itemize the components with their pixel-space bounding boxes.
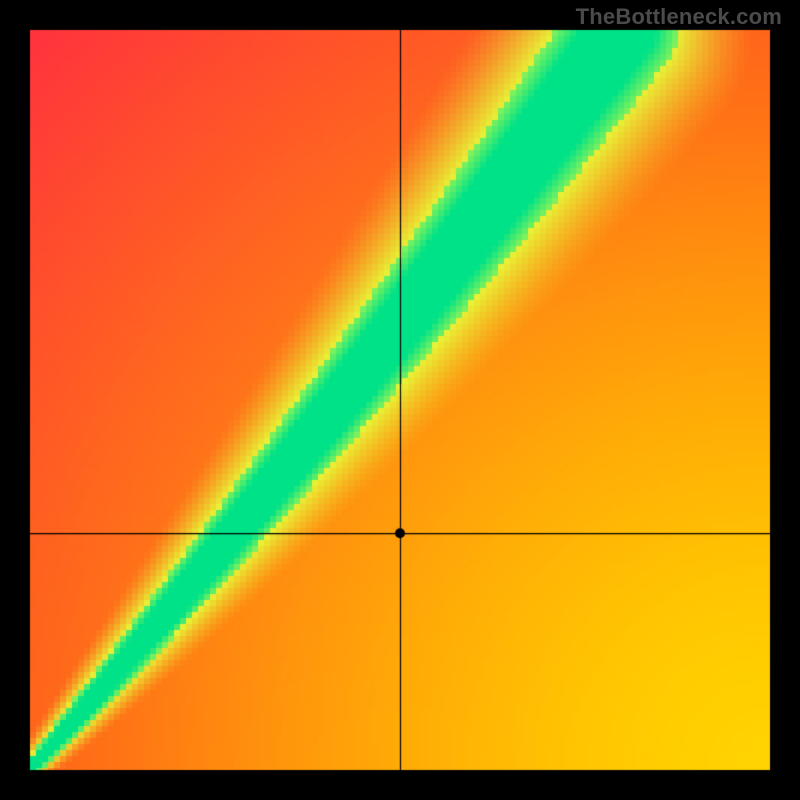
watermark-text: TheBottleneck.com (576, 4, 782, 30)
bottleneck-heatmap (0, 0, 800, 800)
chart-container: TheBottleneck.com (0, 0, 800, 800)
